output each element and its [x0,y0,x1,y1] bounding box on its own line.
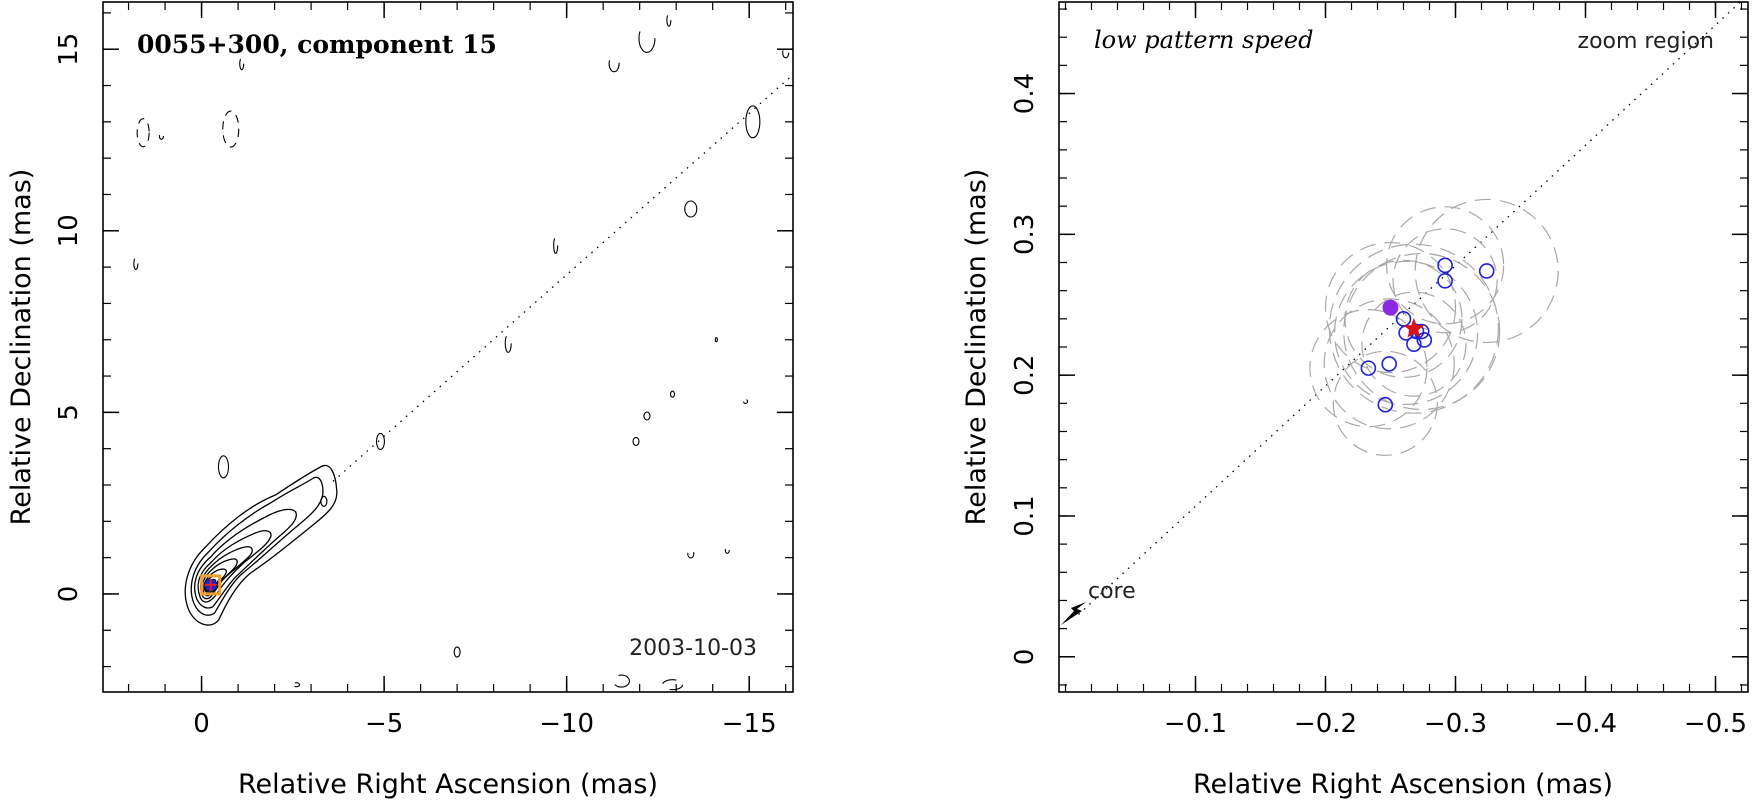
left-plot-frame [102,1,794,693]
right-tick-labels: −0.1 −0.2 −0.3 −0.4 −0.5 0 0.1 0.2 0.3 0.4 [1010,73,1747,739]
noise-contour [684,200,698,218]
component-box [200,574,222,596]
open-circle-point [1437,257,1453,274]
uncertainty-circles [1309,198,1559,456]
noise-contour [782,47,790,59]
open-circle-point [1416,332,1433,348]
noise-contour [608,55,620,73]
jet-contour [197,530,272,603]
left-x-axis-title: Relative Right Ascension (mas) [238,769,658,800]
right-ticks [1059,2,1748,692]
uncertainty-circle [1333,260,1479,406]
noise-contour [745,105,761,139]
noise-contour [669,390,676,398]
jet-contour [184,464,338,626]
uncertainty-circle [1344,259,1463,378]
right-x-axis-title: Relative Right Ascension (mas) [1193,769,1613,800]
jet-contour [320,495,328,507]
noise-contour [724,546,730,554]
left-jet-axis-line [332,74,794,482]
uncertainty-circle [1343,252,1501,411]
noise-contour [638,23,656,53]
uncertainty-circle [1309,309,1428,428]
left-x-tick-label: −5 [365,709,403,739]
zoom-region-label: zoom region [1578,29,1714,54]
left-y-axis-title: Relative Declination (mas) [6,169,37,526]
right-plot-frame [1058,1,1749,693]
uncertainty-circle [1385,206,1505,325]
right-x-tick-label: −0.4 [1554,709,1617,739]
left-y-tick-label: 0 [54,586,84,603]
right-x-tick-label: −0.5 [1684,709,1747,739]
left-date-label: 2003-10-03 [629,636,757,661]
noise-contour [133,256,139,271]
noise-contour [553,236,559,254]
jet-contour [190,476,324,616]
noise-contour [217,455,230,479]
core-label: core [1088,579,1136,604]
open-circle-point [1381,356,1397,372]
noise-contour [292,682,301,688]
left-panel-title: 0055+300, component 15 [137,30,497,59]
left-panel: 0 −5 −10 −15 0 5 10 15 0055+300, component 15 2… [6,1,794,800]
left-tick-labels: 0 −5 −10 −15 0 5 10 15 [54,33,777,739]
uncertainty-circle [1328,243,1500,414]
open-circle-point [1360,360,1377,376]
noise-contour [612,674,630,688]
star-point [1403,317,1425,338]
filled-point [1382,299,1399,316]
left-noise-contours [133,13,790,691]
right-y-axis-title: Relative Declination (mas) [961,169,992,526]
noise-contour [714,337,718,343]
jet-contour [201,558,238,597]
uncertainty-circle [1414,198,1559,344]
noise-contour [375,432,386,450]
noise-contour [504,333,512,353]
noise-contour [643,411,651,421]
left-jet-contours [184,464,338,626]
right-jet-axis-line [1078,0,1744,616]
right-panel: −0.1 −0.2 −0.3 −0.4 −0.5 0 0.1 0.2 0.3 0.4 core l… [961,0,1749,800]
core-arrow-icon [1061,602,1086,625]
noise-contour [632,436,640,446]
jet-contour [194,508,297,609]
left-x-tick-label: 0 [193,709,210,739]
left-ticks [103,2,793,692]
noise-contour [158,132,164,140]
left-y-tick-label: 15 [54,33,84,66]
left-x-tick-label: −15 [722,709,777,739]
position-markers [1360,257,1495,413]
uncertainty-circle [1392,228,1498,334]
left-x-tick-label: −10 [539,709,594,739]
uncertainty-circle [1361,291,1467,397]
right-y-tick-label: 0.4 [1010,73,1040,114]
uncertainty-circle [1323,298,1455,430]
uncertainty-circle [1324,241,1457,374]
right-y-tick-label: 0.1 [1010,495,1040,536]
open-circle-point [1478,263,1495,279]
noise-contour [742,398,749,405]
noise-contour [239,57,245,71]
right-x-tick-label: −0.3 [1424,709,1487,739]
negative-contour [222,110,240,148]
right-panel-title: low pattern speed [1094,26,1313,54]
noise-contour [666,13,672,27]
right-x-tick-label: −0.1 [1164,709,1227,739]
open-circle-point [1377,396,1394,413]
left-y-tick-label: 5 [54,404,84,421]
open-circle-point [1437,273,1453,289]
jet-contour [199,546,253,600]
negative-contour [136,118,150,148]
noise-contour [687,549,695,559]
right-y-tick-label: 0.2 [1010,354,1040,395]
noise-contour [453,646,461,658]
right-y-tick-label: 0 [1010,649,1040,666]
right-x-tick-label: −0.2 [1294,709,1357,739]
component-marker [200,574,222,596]
noise-contour [661,679,684,691]
uncertainty-circle [1332,350,1438,456]
right-y-tick-label: 0.3 [1010,214,1040,255]
left-y-tick-label: 10 [54,214,84,247]
